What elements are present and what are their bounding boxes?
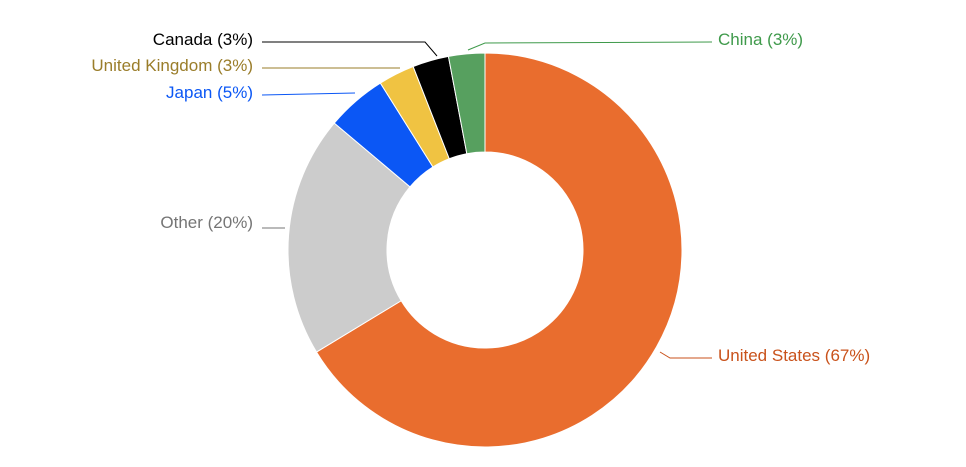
label-name: Canada	[153, 30, 213, 49]
label-name: Other	[160, 213, 203, 232]
slice-label: United Kingdom (3%)	[91, 56, 253, 75]
label-value: (5%)	[217, 83, 253, 102]
slice	[315, 52, 683, 448]
label-name: Japan	[166, 83, 212, 102]
label-name: China	[718, 30, 763, 49]
leader-line	[467, 41, 713, 51]
slice	[447, 52, 486, 155]
label-name: United States	[718, 346, 820, 365]
leader-line	[659, 351, 712, 359]
slice-label: Other (20%)	[160, 213, 253, 232]
slice-label: Japan (5%)	[166, 83, 253, 102]
slice-label: China (3%)	[718, 30, 803, 49]
leader-line	[262, 41, 438, 57]
label-value: (67%)	[825, 346, 870, 365]
slice-label: Canada (3%)	[153, 30, 253, 49]
label-value: (3%)	[217, 56, 253, 75]
label-value: (3%)	[767, 30, 803, 49]
slice	[287, 122, 411, 353]
label-name: United Kingdom	[91, 56, 212, 75]
slice-label: United States (67%)	[718, 346, 870, 365]
label-value: (20%)	[208, 213, 253, 232]
label-value: (3%)	[217, 30, 253, 49]
leader-line	[261, 92, 356, 96]
